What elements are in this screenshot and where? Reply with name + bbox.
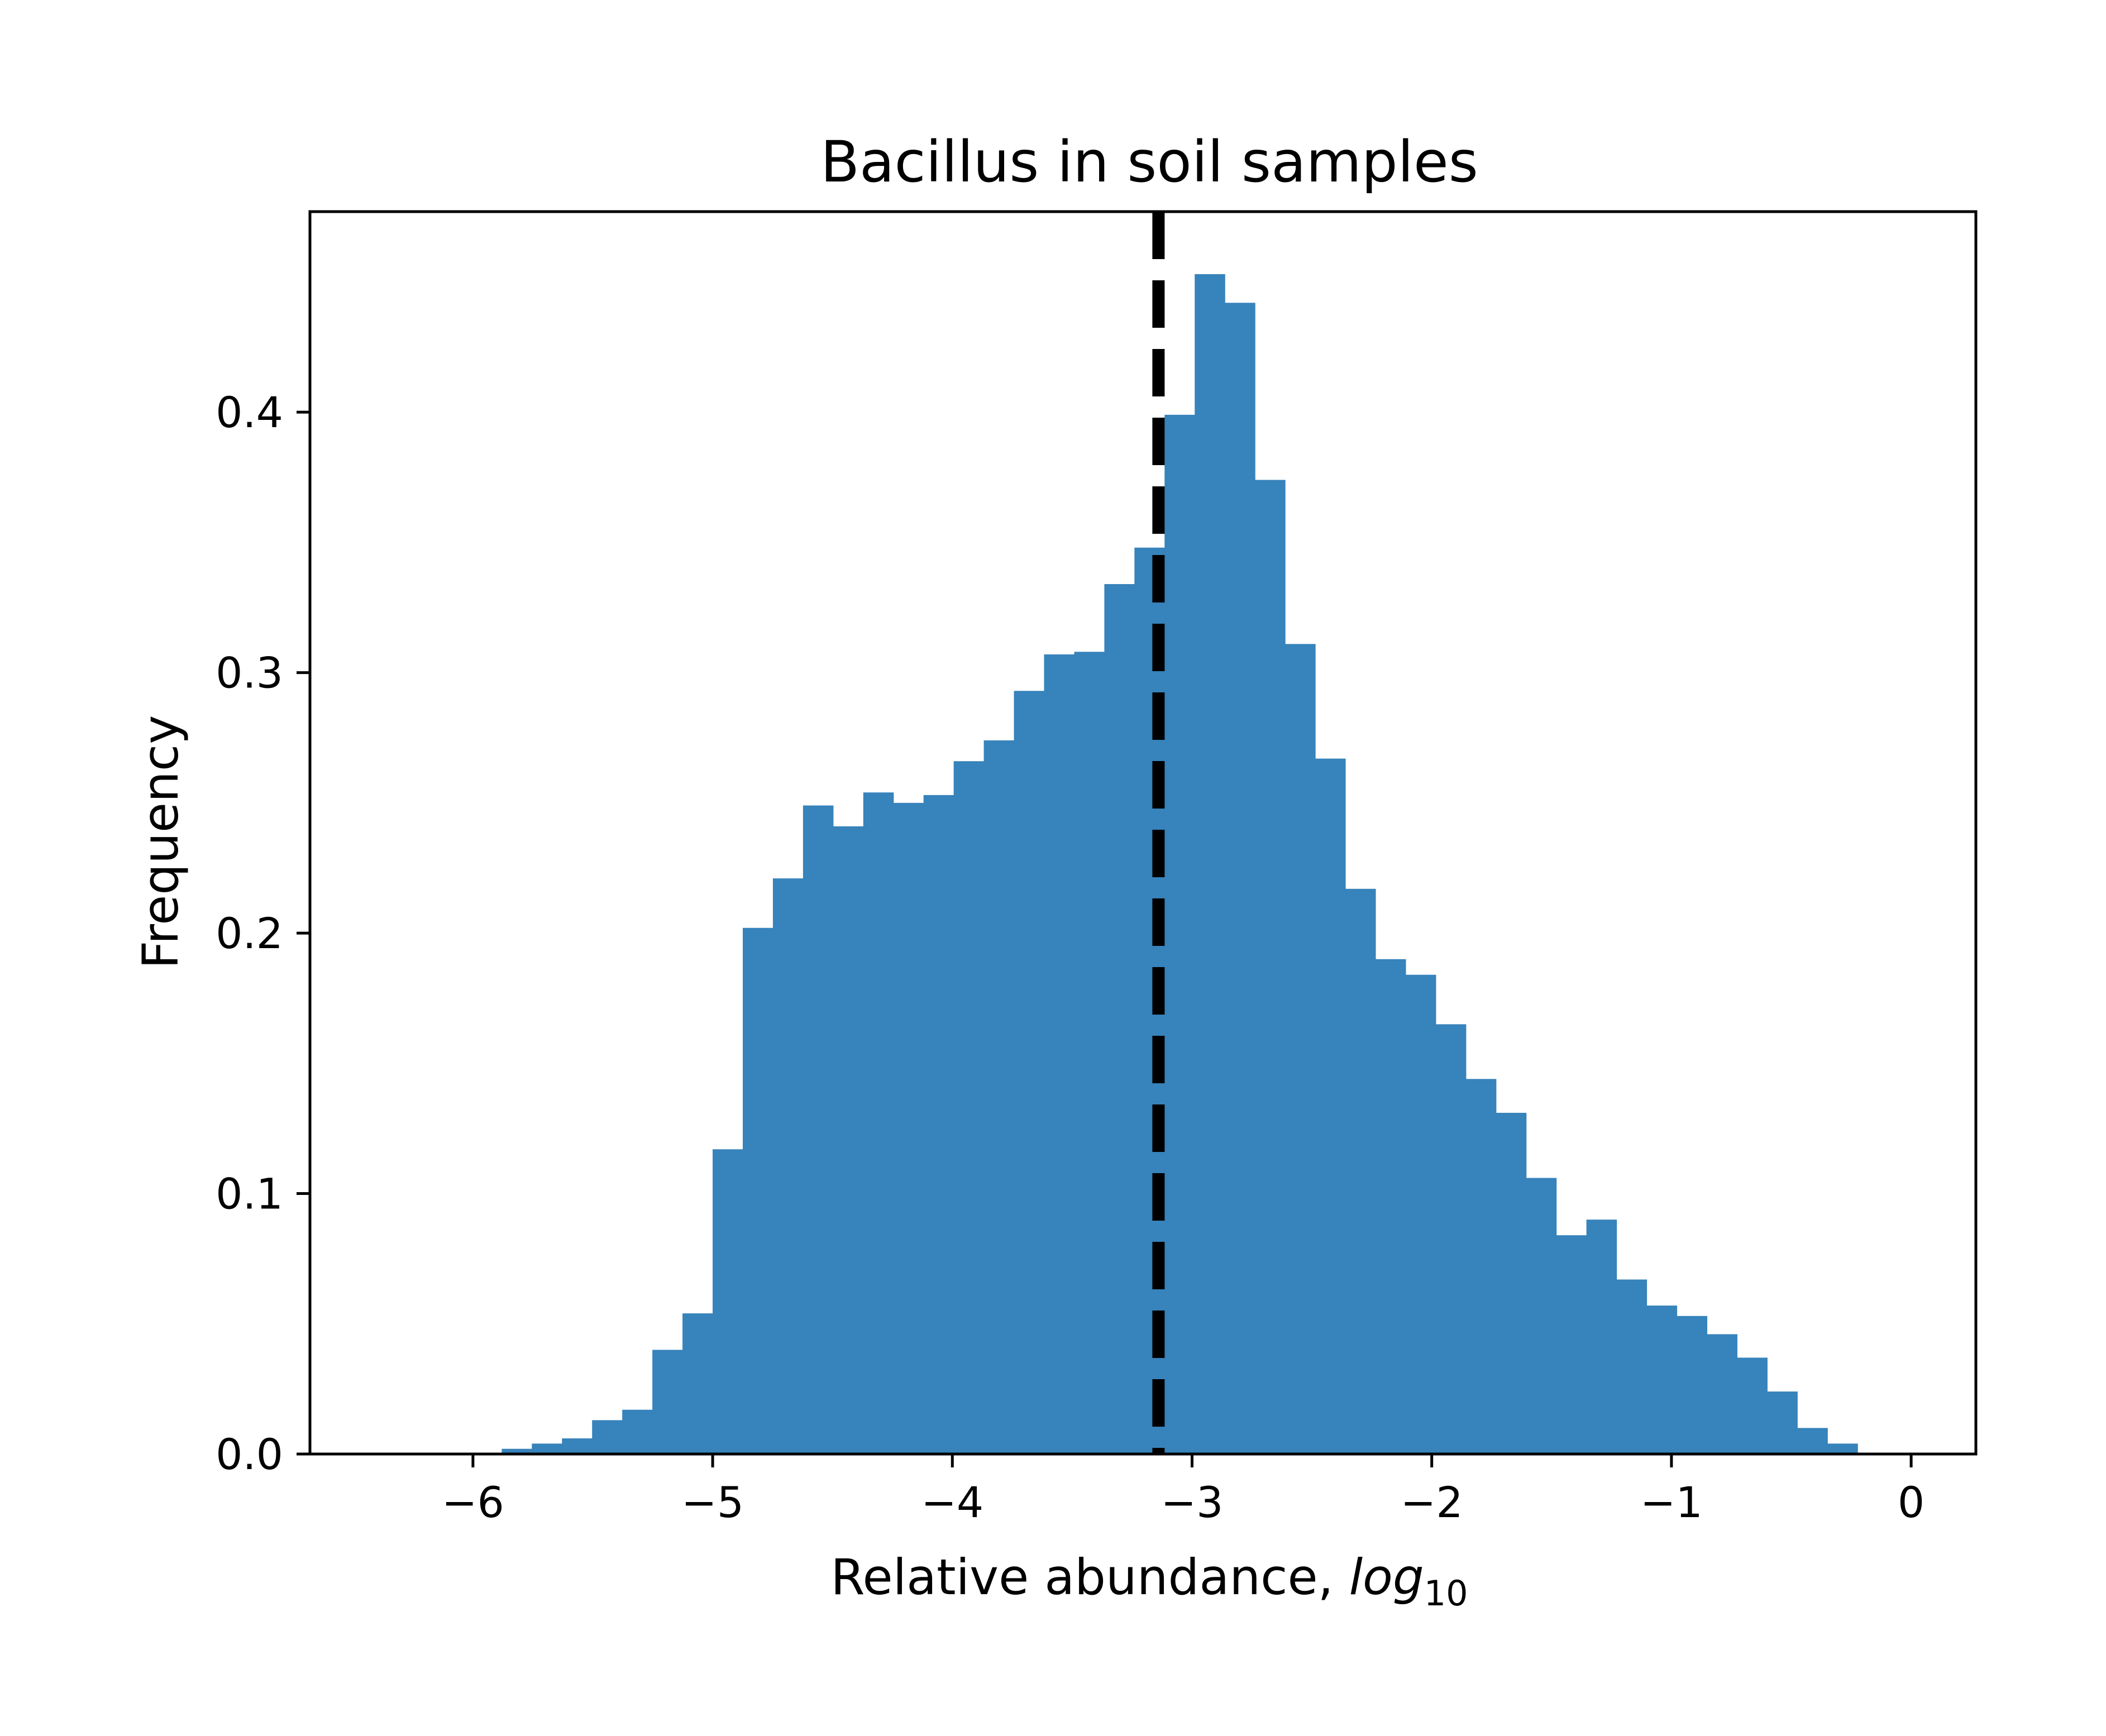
x-tick-label: 0 <box>1898 1477 1924 1527</box>
histogram-bar <box>742 927 773 1454</box>
y-tick-label: 0.4 <box>216 388 283 437</box>
x-axis-label-subscript: 10 <box>1424 1573 1468 1614</box>
histogram-bar <box>1767 1391 1798 1454</box>
histogram-bar <box>772 878 804 1454</box>
histogram-bar <box>1074 652 1105 1454</box>
histogram-bar <box>652 1350 683 1454</box>
histogram-bar <box>502 1448 532 1454</box>
histogram-bar <box>1737 1357 1768 1454</box>
histogram-bar <box>1195 274 1225 1455</box>
histogram-bar <box>1827 1443 1858 1454</box>
histogram-bar <box>1315 758 1346 1454</box>
histogram-bar <box>923 795 954 1454</box>
histogram-bar <box>713 1149 743 1454</box>
histogram-bar <box>1707 1334 1737 1454</box>
histogram-bar <box>1646 1305 1678 1454</box>
histogram-bar <box>1255 480 1286 1455</box>
histogram-bar <box>1345 888 1376 1454</box>
x-tick-label: −4 <box>921 1477 983 1527</box>
histogram-bar <box>1285 644 1316 1454</box>
histogram-bar <box>682 1313 713 1454</box>
x-axis-ticks: −6 −5 −4 −3 −2 −1 0 <box>442 1454 1924 1527</box>
histogram-bar <box>1435 1024 1467 1454</box>
histogram-bar <box>1797 1428 1828 1454</box>
histogram-bar <box>1405 974 1436 1454</box>
histogram-bar <box>1044 654 1075 1454</box>
histogram-bar <box>893 802 924 1454</box>
histogram-bar <box>1677 1316 1708 1454</box>
histogram-bar <box>1465 1079 1497 1454</box>
x-tick-label: −3 <box>1161 1477 1223 1527</box>
x-tick-label: −2 <box>1401 1477 1463 1527</box>
chart-title: Bacillus in soil samples <box>820 129 1478 195</box>
y-tick-label: 0.3 <box>216 648 283 698</box>
histogram-bars <box>502 274 1858 1455</box>
y-axis-ticks: 0.0 0.1 0.2 0.3 0.4 <box>216 388 310 1479</box>
histogram-bar <box>622 1409 653 1454</box>
histogram-bar <box>1556 1235 1587 1454</box>
histogram-bar <box>833 826 864 1454</box>
histogram-bar <box>1014 691 1045 1454</box>
y-tick-label: 0.1 <box>216 1169 283 1219</box>
histogram-bar <box>1496 1112 1527 1454</box>
histogram-bar <box>863 792 894 1454</box>
histogram-bar <box>983 740 1015 1454</box>
y-tick-label: 0.2 <box>216 908 283 958</box>
y-tick-label: 0.0 <box>216 1429 283 1479</box>
y-axis-label: Frequency <box>132 715 189 969</box>
histogram-bar <box>532 1443 562 1454</box>
histogram-bar <box>1526 1178 1557 1454</box>
histogram-bar <box>1104 584 1135 1454</box>
histogram-bar <box>803 805 834 1454</box>
histogram-bar <box>1616 1279 1647 1454</box>
plot-area-frame <box>308 210 1978 1456</box>
histogram-bar <box>1225 303 1255 1454</box>
x-axis-label: Relative abundance, log10 <box>830 1548 1468 1614</box>
x-tick-label: −5 <box>681 1477 744 1527</box>
histogram-bar <box>1375 959 1406 1454</box>
histogram-bar <box>592 1420 623 1454</box>
x-tick-label: −6 <box>442 1477 504 1527</box>
histogram-bar <box>953 761 985 1454</box>
histogram-bar <box>562 1438 593 1454</box>
x-axis-label-main: Relative abundance, <box>830 1548 1349 1606</box>
x-tick-label: −1 <box>1640 1477 1703 1527</box>
histogram-bar <box>1164 414 1195 1454</box>
x-axis-label-log: log <box>1349 1548 1424 1606</box>
histogram-bar <box>1586 1219 1617 1454</box>
